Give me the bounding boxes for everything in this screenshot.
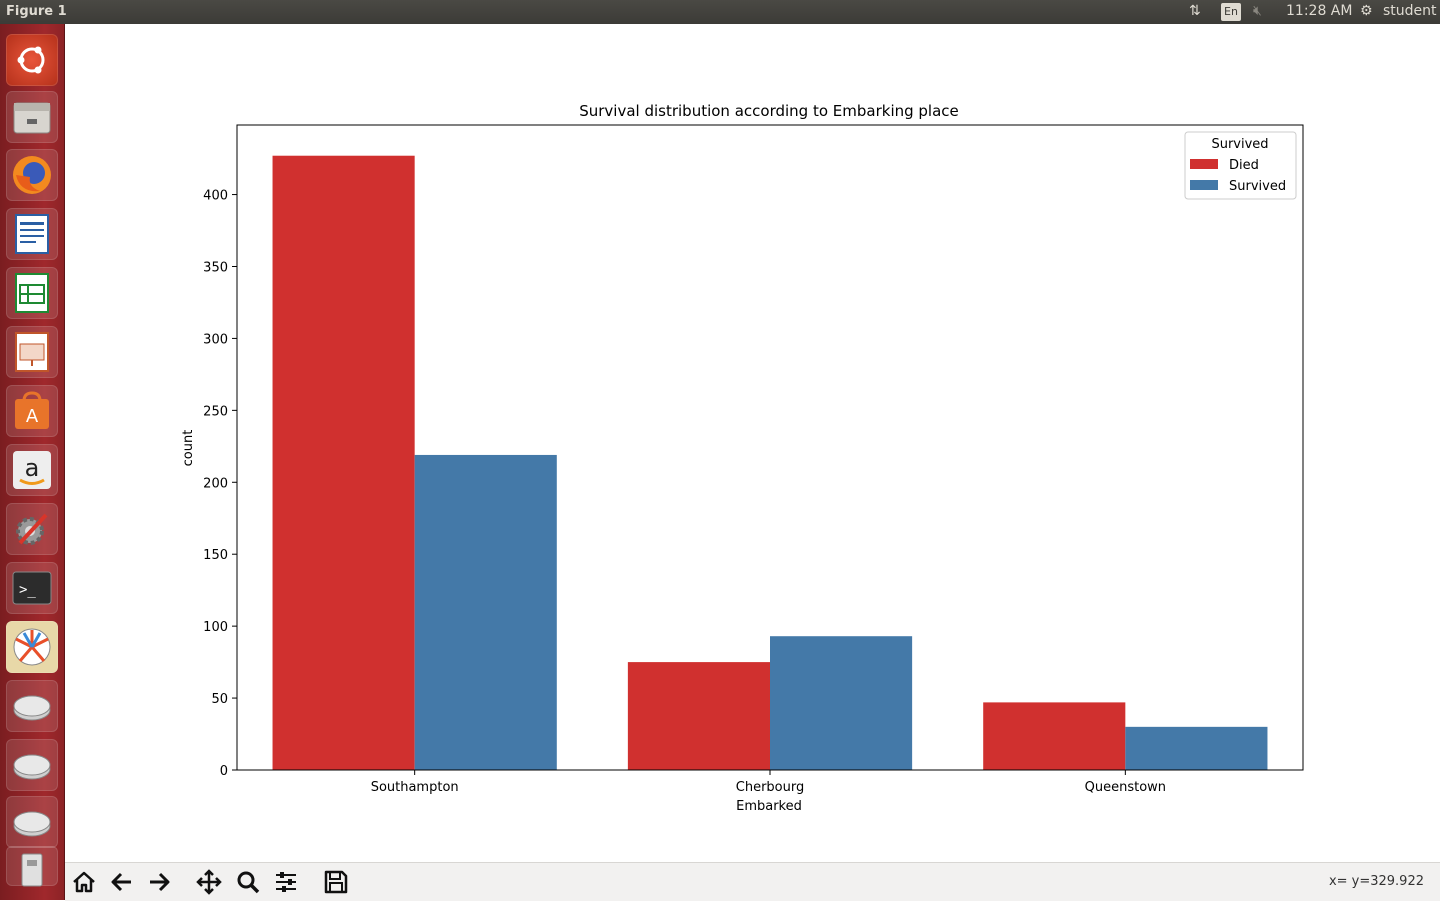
- usb-drive-icon[interactable]: [6, 846, 58, 886]
- bar-chart: Survival distribution according to Embar…: [65, 24, 1440, 862]
- svg-text:>_: >_: [19, 582, 36, 598]
- calc-icon[interactable]: [6, 267, 58, 319]
- bar-survived-southampton: [415, 455, 557, 770]
- bar-died-southampton: [273, 156, 415, 770]
- writer-icon[interactable]: [6, 208, 58, 260]
- matplotlib-icon[interactable]: [6, 621, 58, 673]
- sound-muted-icon[interactable]: 🔇︎: [1253, 3, 1262, 19]
- save-icon[interactable]: [323, 869, 351, 895]
- y-tick-label: 0: [220, 764, 228, 779]
- coordinate-readout: x= y=329.922: [1329, 874, 1424, 889]
- top-panel: Figure 1 ⇅ En 🔇︎ 11:28 AM ⚙ student: [0, 0, 1440, 24]
- impress-icon[interactable]: [6, 326, 58, 378]
- legend-swatch-died: [1190, 159, 1218, 169]
- zoom-icon[interactable]: [235, 869, 263, 895]
- gear-icon[interactable]: ⚙: [1360, 3, 1373, 19]
- firefox-icon[interactable]: [6, 149, 58, 201]
- forward-arrow-icon[interactable]: [146, 869, 174, 895]
- amazon-icon[interactable]: a: [6, 444, 58, 496]
- network-icon[interactable]: ⇅: [1189, 3, 1201, 19]
- legend-label-died: Died: [1229, 158, 1259, 173]
- system-settings-icon[interactable]: [6, 503, 58, 555]
- home-icon[interactable]: [71, 869, 99, 895]
- clock[interactable]: 11:28 AM: [1286, 3, 1352, 19]
- bar-died-queenstown: [983, 702, 1125, 770]
- window-title: Figure 1: [6, 4, 67, 19]
- y-tick-label: 100: [203, 620, 228, 635]
- figure-canvas[interactable]: Survival distribution according to Embar…: [65, 24, 1440, 862]
- x-axis-label: Embarked: [736, 799, 802, 814]
- bar-survived-queenstown: [1125, 727, 1267, 770]
- legend-swatch-survived: [1190, 180, 1218, 190]
- drive-icon[interactable]: [6, 796, 58, 848]
- y-axis-label: count: [181, 430, 196, 467]
- drive-icon[interactable]: [6, 680, 58, 732]
- legend-title: Survived: [1211, 137, 1268, 152]
- files-icon[interactable]: [6, 91, 58, 143]
- ubuntu-dash-icon[interactable]: [6, 34, 58, 86]
- legend: Survived Died Survived: [1185, 132, 1296, 199]
- x-tick-label: Cherbourg: [736, 780, 804, 795]
- configure-subplots-icon[interactable]: [273, 869, 301, 895]
- y-tick-label: 350: [203, 260, 228, 275]
- x-tick-label: Southampton: [371, 780, 459, 795]
- user-name[interactable]: student: [1383, 3, 1437, 19]
- y-tick-label: 50: [211, 692, 228, 707]
- software-center-icon[interactable]: A: [6, 385, 58, 437]
- y-tick-label: 300: [203, 332, 228, 347]
- y-tick-label: 150: [203, 548, 228, 563]
- svg-text:a: a: [25, 454, 40, 482]
- keyboard-indicator[interactable]: En: [1221, 3, 1241, 21]
- back-arrow-icon[interactable]: [109, 869, 137, 895]
- pan-icon[interactable]: [196, 869, 224, 895]
- bar-survived-cherbourg: [770, 636, 912, 770]
- launcher: A a >_: [0, 24, 65, 900]
- bar-died-cherbourg: [628, 662, 770, 770]
- y-tick-label: 200: [203, 476, 228, 491]
- svg-text:A: A: [26, 406, 39, 427]
- chart-title: Survival distribution according to Embar…: [579, 102, 959, 120]
- legend-label-survived: Survived: [1229, 179, 1286, 194]
- x-tick-label: Queenstown: [1085, 780, 1166, 795]
- figure-toolbar: x= y=329.922: [65, 862, 1440, 901]
- drive-icon[interactable]: [6, 739, 58, 791]
- terminal-icon[interactable]: >_: [6, 562, 58, 614]
- y-tick-label: 400: [203, 189, 228, 204]
- y-tick-label: 250: [203, 404, 228, 419]
